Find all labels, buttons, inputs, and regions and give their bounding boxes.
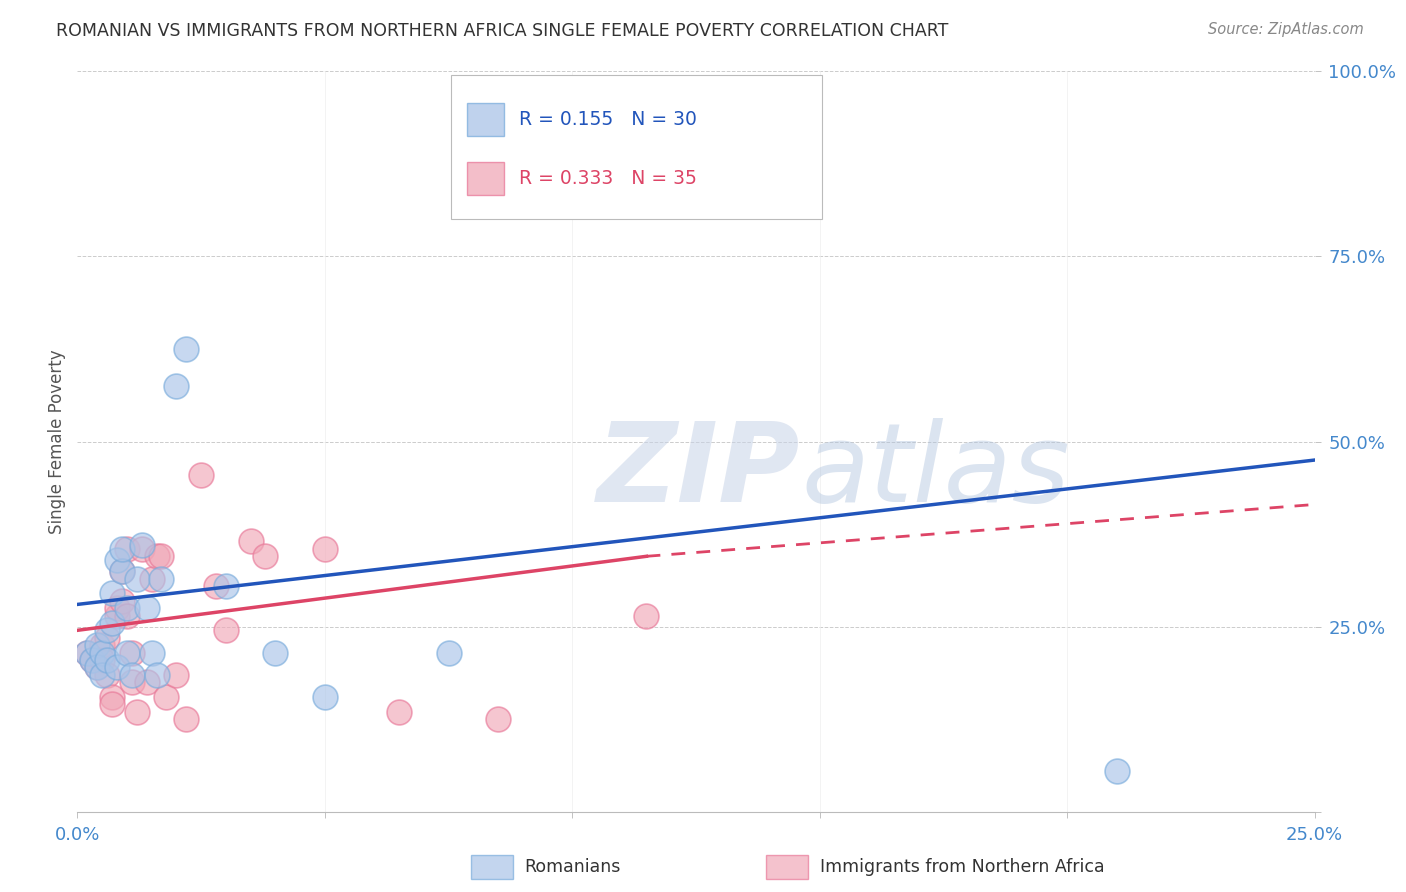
Point	[145, 667, 167, 681]
Point	[174, 342, 197, 356]
Point	[105, 608, 128, 623]
FancyBboxPatch shape	[451, 75, 823, 219]
Point	[121, 646, 143, 660]
Point	[437, 646, 460, 660]
Point	[91, 667, 114, 681]
FancyBboxPatch shape	[467, 162, 505, 195]
Point	[135, 675, 157, 690]
Y-axis label: Single Female Poverty: Single Female Poverty	[48, 350, 66, 533]
Point	[115, 646, 138, 660]
Point	[111, 564, 134, 578]
Text: atlas: atlas	[801, 417, 1070, 524]
Point	[86, 660, 108, 674]
Point	[91, 653, 114, 667]
Point	[254, 549, 277, 564]
Point	[1105, 764, 1128, 778]
Text: R = 0.155   N = 30: R = 0.155 N = 30	[519, 110, 697, 129]
Point	[131, 541, 153, 556]
Point	[314, 690, 336, 704]
Text: Source: ZipAtlas.com: Source: ZipAtlas.com	[1208, 22, 1364, 37]
Point	[101, 690, 124, 704]
Point	[150, 549, 173, 564]
Point	[264, 646, 287, 660]
Point	[101, 698, 124, 712]
Text: ROMANIAN VS IMMIGRANTS FROM NORTHERN AFRICA SINGLE FEMALE POVERTY CORRELATION CH: ROMANIAN VS IMMIGRANTS FROM NORTHERN AFR…	[56, 22, 949, 40]
Point	[486, 712, 509, 726]
FancyBboxPatch shape	[467, 103, 505, 136]
Point	[239, 534, 262, 549]
Point	[141, 572, 163, 586]
Point	[91, 646, 114, 660]
Text: R = 0.333   N = 35: R = 0.333 N = 35	[519, 169, 697, 188]
Point	[115, 608, 138, 623]
Point	[388, 705, 411, 719]
Point	[636, 608, 658, 623]
Point	[82, 653, 104, 667]
Point	[190, 467, 212, 482]
Point	[76, 646, 98, 660]
Point	[111, 541, 134, 556]
Point	[86, 660, 108, 674]
Point	[105, 601, 128, 615]
Point	[96, 667, 118, 681]
Point	[86, 638, 108, 652]
Point	[82, 653, 104, 667]
Point	[155, 690, 177, 704]
Point	[174, 712, 197, 726]
Point	[91, 638, 114, 652]
Point	[135, 601, 157, 615]
Point	[150, 572, 173, 586]
Point	[145, 549, 167, 564]
Point	[121, 675, 143, 690]
Point	[105, 553, 128, 567]
Point	[215, 624, 238, 638]
Text: Romanians: Romanians	[524, 858, 621, 876]
Point	[105, 660, 128, 674]
Point	[96, 653, 118, 667]
Point	[165, 379, 187, 393]
Point	[314, 541, 336, 556]
Point	[131, 538, 153, 552]
Point	[125, 572, 148, 586]
Point	[101, 615, 124, 630]
Text: Immigrants from Northern Africa: Immigrants from Northern Africa	[820, 858, 1104, 876]
Point	[115, 601, 138, 615]
Point	[165, 667, 187, 681]
Point	[96, 624, 118, 638]
Point	[101, 586, 124, 600]
Point	[76, 646, 98, 660]
Point	[205, 579, 228, 593]
Text: ZIP: ZIP	[598, 417, 800, 524]
Point	[215, 579, 238, 593]
Point	[111, 564, 134, 578]
Point	[111, 593, 134, 607]
Point	[125, 705, 148, 719]
Point	[121, 667, 143, 681]
Point	[141, 646, 163, 660]
Point	[96, 631, 118, 645]
Point	[115, 541, 138, 556]
